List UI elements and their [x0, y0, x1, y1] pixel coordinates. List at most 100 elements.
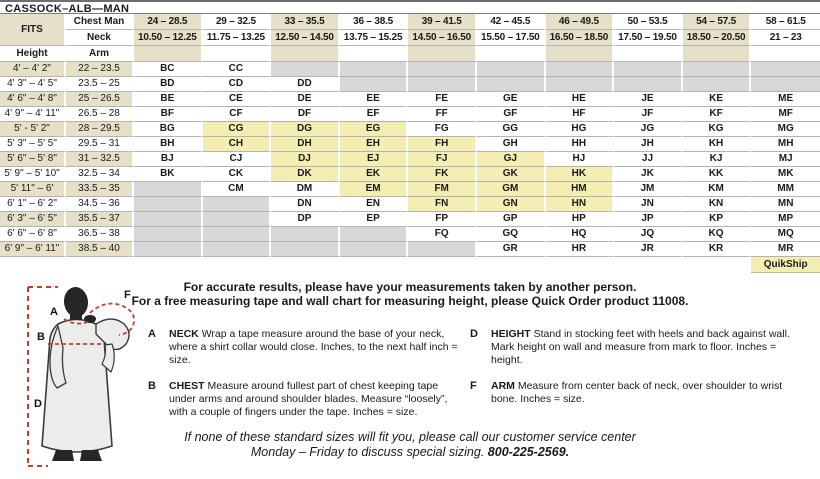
size-cell: DK	[271, 167, 340, 182]
size-cell: GG	[476, 122, 546, 137]
instructions-left-column: A NECK Wrap a tape measure around the ba…	[148, 328, 464, 432]
size-cell: MN	[751, 197, 820, 212]
size-cell: EE	[339, 92, 409, 107]
size-cell: BJ	[134, 152, 203, 167]
size-cell: BH	[134, 137, 203, 152]
size-cell: EG	[339, 122, 409, 137]
size-cell-unavailable	[339, 227, 409, 242]
instruction-letter: D	[470, 328, 478, 340]
size-cell: MQ	[751, 227, 820, 242]
size-table-body: FITS Chest Man 24 – 28.5 29 – 32.5 33 – 35…	[0, 14, 820, 273]
chest-range-cell: 36 – 38.5	[339, 14, 409, 30]
instruction-text: Wrap a tape measure around the base of y…	[169, 328, 458, 366]
neck-range-cell: 18.50 – 20.50	[682, 30, 752, 46]
size-cell: GR	[476, 242, 546, 257]
size-cell: DH	[271, 137, 340, 152]
size-cell-unavailable	[339, 242, 409, 257]
chest-range-cell: 50 – 53.5	[614, 14, 683, 30]
size-cell-unavailable	[202, 212, 272, 227]
fits-header-cell: FITS	[0, 14, 66, 46]
size-cell: HE	[545, 92, 615, 107]
size-cell: GJ	[476, 152, 546, 167]
measure-curve-arm	[89, 302, 135, 336]
size-cell-unavailable	[408, 242, 477, 257]
size-cell-unavailable	[271, 62, 340, 77]
size-table: FITS Chest Man 24 – 28.5 29 – 32.5 33 – 35…	[0, 14, 820, 273]
size-cell: GN	[476, 197, 546, 212]
size-row: 5' 11" – 6' 33.5 – 35 CM DM EM FM GM HM JM KM MM	[0, 182, 820, 197]
instructions-right-column: D HEIGHT Stand in stocking feet with hee…	[470, 328, 808, 419]
size-cell-unavailable	[682, 62, 752, 77]
figure-left-arm	[49, 325, 67, 389]
figure-head	[63, 287, 89, 317]
size-cell: DN	[271, 197, 340, 212]
size-cell: MR	[751, 242, 820, 257]
size-cell-unavailable	[271, 227, 340, 242]
size-cell: KQ	[682, 227, 752, 242]
size-cell: HM	[545, 182, 615, 197]
size-cell: JF	[614, 107, 683, 122]
instruction-text: Measure from center back of neck, over s…	[491, 380, 783, 405]
size-row: 4' 9" – 4' 11" 26.5 – 28 BF CF DF EF FF GF HF JF K…	[0, 107, 820, 122]
instruction-keyword: ARM	[491, 380, 515, 392]
size-cell: CJ	[202, 152, 272, 167]
size-cell: HP	[545, 212, 615, 227]
figure-label-height: D	[34, 398, 42, 410]
figure-hand	[84, 315, 96, 323]
size-cell: HF	[545, 107, 615, 122]
neck-range-cell: 10.50 – 12.25	[134, 30, 203, 46]
figure-foot-right	[80, 450, 102, 461]
arm-range-cell: 35.5 – 37	[66, 212, 134, 227]
size-cell: EP	[339, 212, 409, 227]
arm-range-cell: 33.5 – 35	[66, 182, 134, 197]
figure-foot-left	[52, 450, 74, 461]
size-cell: CF	[202, 107, 272, 122]
instruction-letter: F	[470, 380, 477, 392]
size-cell-unavailable	[614, 62, 683, 77]
height-range-cell: 6' 6" – 6' 8"	[0, 227, 66, 242]
size-row: 4' 3" – 4' 5" 23.5 – 25 BD CD DD	[0, 77, 820, 92]
height-range-cell: 4' 9" – 4' 11"	[0, 107, 66, 122]
chest-range-row: FITS Chest Man 24 – 28.5 29 – 32.5 33 – 35…	[0, 14, 820, 46]
size-cell: JM	[614, 182, 683, 197]
quikship-badge: QuikShip	[751, 257, 820, 273]
footer-line-1: If none of these standard sizes will fit…	[184, 430, 636, 444]
instruction-text: Stand in stocking feet with heels and ba…	[491, 328, 790, 366]
page-title: CASSOCK–ALB—MAN	[0, 0, 820, 15]
chest-row-label: Chest Man	[66, 14, 134, 30]
chest-range-cell: 29 – 32.5	[202, 14, 272, 30]
instruction-chest: B CHEST Measure around fullest part of c…	[148, 380, 464, 419]
header-spacer-cell	[408, 46, 477, 62]
size-cell: EM	[339, 182, 409, 197]
arm-range-cell: 38.5 – 40	[66, 242, 134, 257]
measure-line-height	[27, 286, 58, 467]
neck-range-cell: 16.50 – 18.50	[545, 30, 615, 46]
size-cell: CC	[202, 62, 272, 77]
size-cell: KG	[682, 122, 752, 137]
height-range-cell: 5' 11" – 6'	[0, 182, 66, 197]
footer-line-2: Monday – Friday to discuss special sizin…	[0, 445, 820, 459]
size-cell-unavailable	[545, 62, 615, 77]
quikship-row-spacer	[0, 257, 752, 273]
size-cell: BK	[134, 167, 203, 182]
size-cell: GK	[476, 167, 546, 182]
height-range-cell: 5' - 5' 2"	[0, 122, 66, 137]
header-spacer-cell	[202, 46, 272, 62]
size-cell: FG	[408, 122, 477, 137]
size-cell-unavailable	[202, 197, 272, 212]
height-col-label: Height	[0, 46, 66, 62]
height-range-cell: 5' 6" – 5' 8"	[0, 152, 66, 167]
size-cell: JH	[614, 137, 683, 152]
size-cell: KK	[682, 167, 752, 182]
size-cell: HH	[545, 137, 615, 152]
size-cell-unavailable	[134, 182, 203, 197]
size-cell: HR	[545, 242, 615, 257]
size-cell: FH	[408, 137, 477, 152]
size-cell: EF	[339, 107, 409, 122]
size-cell: JG	[614, 122, 683, 137]
neck-range-cell: 15.50 – 17.50	[476, 30, 546, 46]
neck-range-row: Neck 10.50 – 12.25 11.75 – 13.25 12.50 – 1…	[0, 30, 820, 46]
chest-range-cell: 39 – 41.5	[408, 14, 477, 30]
header-spacer-cell	[682, 46, 752, 62]
